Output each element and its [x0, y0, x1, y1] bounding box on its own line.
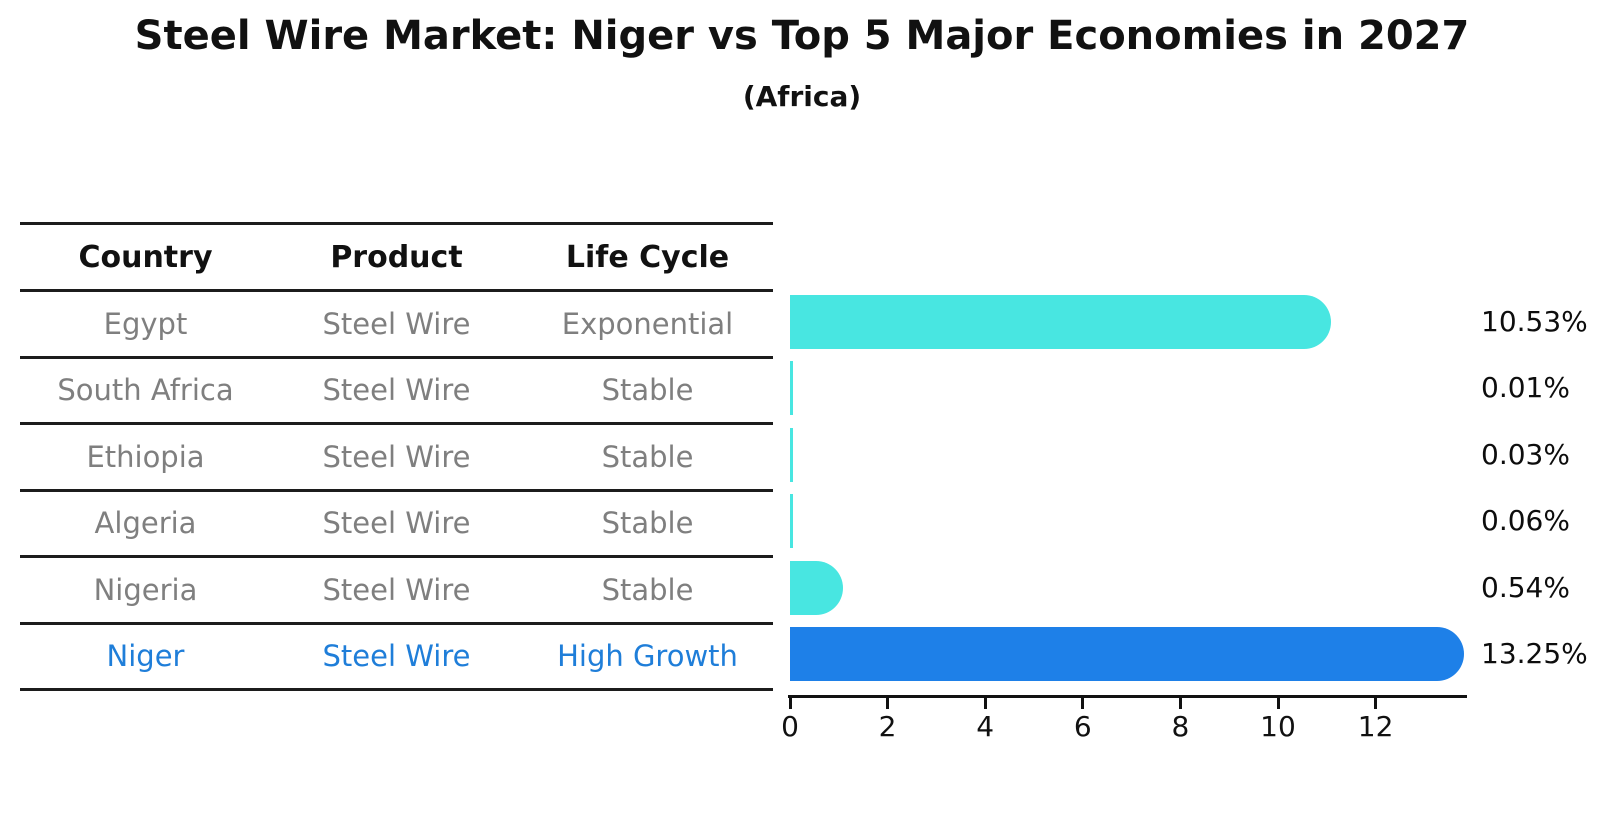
x-tick-label: 8: [1171, 710, 1190, 743]
bar-algeria: [790, 494, 793, 549]
table-header-life-cycle: Life Cycle: [565, 239, 730, 275]
cell-country: Ethiopia: [86, 439, 205, 474]
cell-product: Steel Wire: [322, 639, 471, 674]
table-row-algeria: Algeria Steel Wire Stable: [20, 488, 773, 556]
cell-country: South Africa: [57, 373, 234, 408]
table-row-south-africa: South Africa Steel Wire Stable: [20, 355, 773, 423]
cell-country: Nigeria: [93, 572, 198, 607]
x-tick-mark: [1374, 698, 1378, 709]
cell-life-cycle: Stable: [601, 506, 694, 541]
country-table: Country Product Life Cycle Egypt Steel Wire E…: [20, 222, 773, 691]
table-header-country: Country: [78, 239, 213, 275]
x-tick-label: 10: [1260, 710, 1296, 743]
x-tick-mark: [788, 698, 792, 709]
x-tick-label: 2: [878, 710, 897, 743]
x-tick-label: 12: [1357, 710, 1394, 743]
cell-product: Steel Wire: [322, 306, 471, 341]
x-tick-label: 6: [1073, 710, 1092, 743]
cell-product: Steel Wire: [322, 506, 471, 541]
chart-title: Steel Wire Market: Niger vs Top 5 Major …: [134, 13, 1470, 59]
x-tick-mark: [886, 698, 890, 709]
x-axis-line: [788, 695, 1467, 698]
bar-nigeria: [790, 560, 844, 615]
value-label-ethiopia: 0.03%: [1481, 437, 1570, 471]
x-tick-label: 4: [976, 710, 995, 743]
cell-life-cycle: Stable: [601, 572, 694, 607]
x-tick-mark: [1081, 698, 1085, 709]
value-label-nigeria: 0.54%: [1481, 570, 1570, 604]
x-tick-mark: [1178, 698, 1182, 709]
bar-egypt: [790, 295, 1331, 349]
cell-product: Steel Wire: [322, 572, 471, 607]
cell-life-cycle: Exponential: [561, 306, 734, 341]
table-row-ethiopia: Ethiopia Steel Wire Stable: [20, 422, 773, 489]
cell-life-cycle: High Growth: [557, 639, 738, 674]
table-header-product: Product: [330, 239, 463, 275]
x-tick-label: 0: [781, 710, 799, 743]
x-tick-mark: [983, 698, 987, 709]
value-label-egypt: 10.53%: [1481, 305, 1588, 338]
cell-life-cycle: Stable: [601, 373, 694, 408]
table-header-row: Country Product Life Cycle: [20, 222, 773, 289]
cell-country: Niger: [106, 639, 185, 674]
bar-south-africa: [790, 361, 793, 416]
value-label-algeria: 0.06%: [1481, 504, 1570, 538]
cell-country: Algeria: [94, 506, 197, 541]
cell-country: Egypt: [103, 306, 188, 341]
table-row-egypt: Egypt Steel Wire Exponential: [20, 289, 773, 356]
table-row-nigeria: Nigeria Steel Wire Stable: [20, 555, 773, 622]
chart-subtitle: (Africa): [742, 80, 862, 113]
value-label-niger: 13.25%: [1481, 637, 1588, 670]
value-label-south-africa: 0.01%: [1481, 371, 1570, 405]
x-tick-mark: [1276, 698, 1280, 709]
bar-ethiopia: [790, 427, 793, 482]
cell-life-cycle: Stable: [601, 439, 694, 474]
bar-niger: [790, 627, 1464, 681]
cell-product: Steel Wire: [322, 439, 471, 474]
cell-product: Steel Wire: [322, 373, 471, 408]
table-row-niger: Niger Steel Wire High Growth: [20, 621, 773, 689]
